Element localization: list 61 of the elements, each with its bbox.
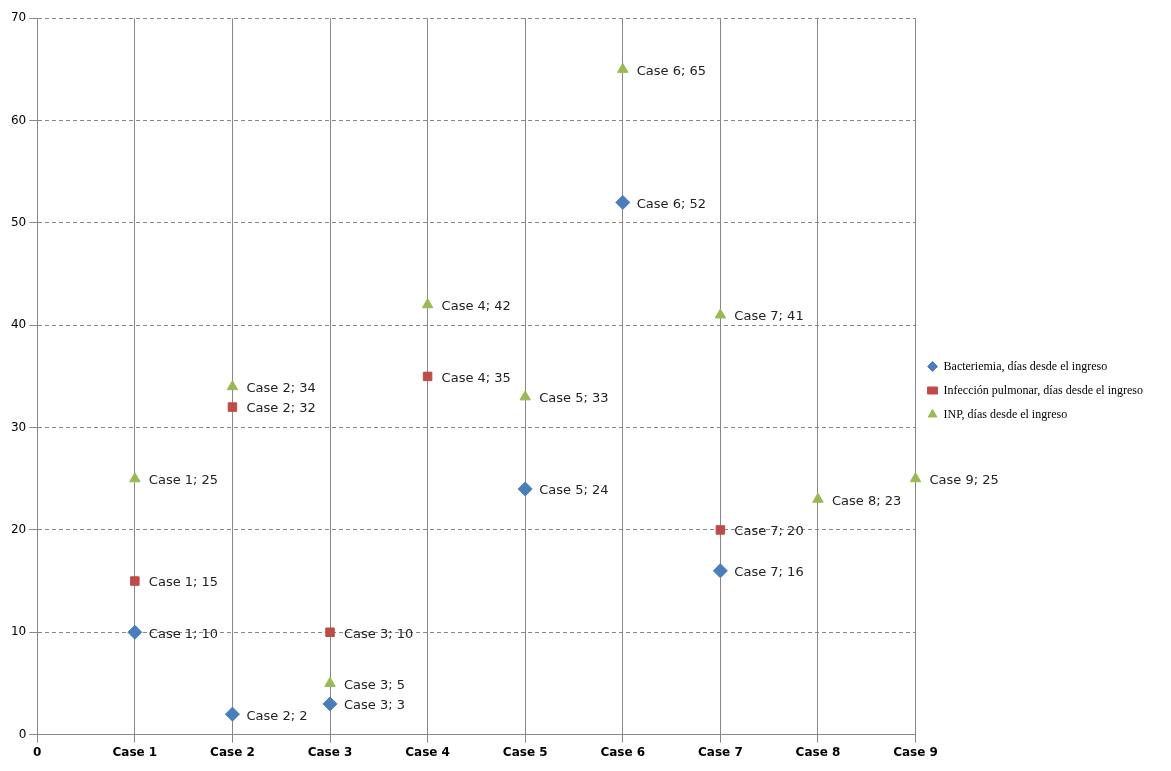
- point: [224, 706, 240, 722]
- y-tick-label: 60: [10, 112, 27, 127]
- data-label: Case 2; 34: [246, 380, 316, 396]
- point: [227, 402, 238, 412]
- data-label: Case 1; 10: [148, 625, 219, 641]
- y-tick-label: 30: [10, 419, 27, 434]
- x-tick-label: Case 3: [307, 744, 353, 759]
- data-label: Case 5; 33: [539, 390, 609, 406]
- data-label: Case 6; 65: [636, 62, 707, 78]
- data-label: Case 1; 15: [148, 574, 219, 590]
- data-label: Case 6; 52: [636, 195, 707, 211]
- point: [130, 576, 140, 586]
- data-label: Case 8; 23: [831, 492, 902, 508]
- data-label: Case 1; 25: [148, 472, 219, 488]
- data-label: Case 7; 20: [734, 523, 804, 539]
- point: [421, 298, 434, 309]
- point: [129, 472, 141, 483]
- y-tick-label: 50: [10, 215, 27, 230]
- point: [617, 62, 629, 73]
- data-label: Case 7; 41: [734, 308, 804, 324]
- point: [325, 627, 335, 637]
- x-tick-label: Case 1: [112, 744, 158, 759]
- legend-label: Bacteriemia, días desde el ingreso: [943, 358, 1108, 373]
- point: [517, 481, 533, 497]
- point: [127, 624, 143, 640]
- data-label: Case 2; 32: [246, 400, 316, 416]
- data-label: Case 4; 35: [441, 369, 511, 385]
- data-label: Case 7; 16: [734, 564, 804, 580]
- y-tick-label: 10: [10, 624, 27, 639]
- legend-label: Infección pulmonar, días desde el ingreso: [943, 382, 1143, 397]
- data-label: Case 9; 25: [929, 472, 999, 488]
- data-label: Case 3; 10: [344, 625, 414, 641]
- point: [715, 525, 726, 535]
- y-tick-label: 70: [10, 10, 27, 25]
- point: [712, 563, 728, 579]
- point: [422, 371, 433, 382]
- y-tick-label: 0: [18, 726, 27, 741]
- data-label: Case 2; 2: [246, 707, 308, 723]
- data-label: Case 4; 42: [441, 298, 511, 314]
- x-tick-label: 0: [33, 744, 42, 759]
- legend-label: INP, días desde el ingreso: [943, 406, 1068, 421]
- point: [615, 194, 631, 210]
- x-tick-label: Case 5: [502, 744, 548, 759]
- data-label: Case 5; 24: [539, 482, 609, 498]
- y-tick-label: 20: [10, 522, 27, 537]
- point: [324, 676, 336, 687]
- point: [714, 308, 727, 319]
- x-tick-label: Case 8: [795, 744, 841, 759]
- data-label: Case 3; 3: [344, 697, 406, 713]
- x-tick-label: Case 9: [893, 744, 938, 759]
- data-label: Case 3; 5: [344, 676, 406, 692]
- point: [519, 390, 531, 401]
- point: [226, 380, 239, 391]
- point: [909, 472, 922, 483]
- x-tick-label: Case 4: [405, 744, 450, 759]
- point: [812, 492, 824, 503]
- x-tick-label: Case 2: [210, 744, 255, 759]
- x-tick-label: Case 6: [600, 744, 646, 759]
- point: [322, 696, 338, 712]
- x-tick-label: Case 7: [698, 744, 743, 759]
- y-tick-label: 40: [10, 317, 27, 332]
